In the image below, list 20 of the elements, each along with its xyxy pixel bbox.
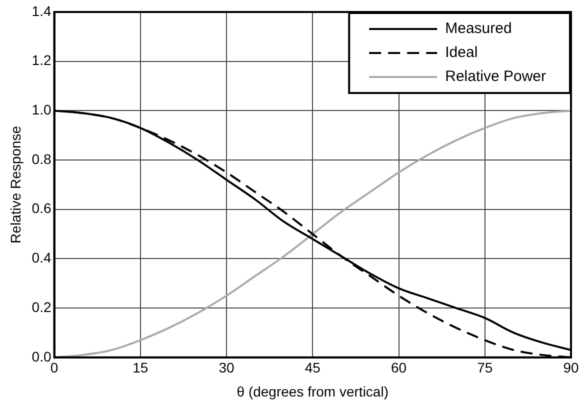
x-tick-label: 75 — [477, 360, 493, 376]
x-tick-label: 90 — [563, 360, 579, 376]
y-tick-label: 0.8 — [32, 150, 52, 167]
x-tick-label: 45 — [304, 360, 321, 376]
y-tick-label: 1.4 — [32, 2, 52, 19]
legend-label: Relative Power — [445, 68, 546, 86]
y-tick-label: 0.4 — [32, 250, 52, 266]
x-tick-label: 0 — [50, 360, 58, 376]
y-tick-label: 1.2 — [32, 52, 52, 68]
x-tick-label: 15 — [132, 360, 148, 376]
x-tick-label: 60 — [390, 360, 407, 376]
y-tick-label: 0.0 — [32, 348, 52, 364]
y-tick-label: 0.6 — [32, 200, 52, 216]
legend-label: Ideal — [445, 44, 478, 62]
x-axis-title: θ (degrees from vertical) — [236, 383, 388, 400]
y-axis-title: Relative Response — [7, 126, 24, 244]
legend-label: Measured — [445, 20, 512, 38]
y-tick-label: 1.0 — [32, 102, 52, 118]
x-tick-label: 30 — [218, 360, 235, 376]
y-tick-label: 0.2 — [32, 298, 52, 315]
